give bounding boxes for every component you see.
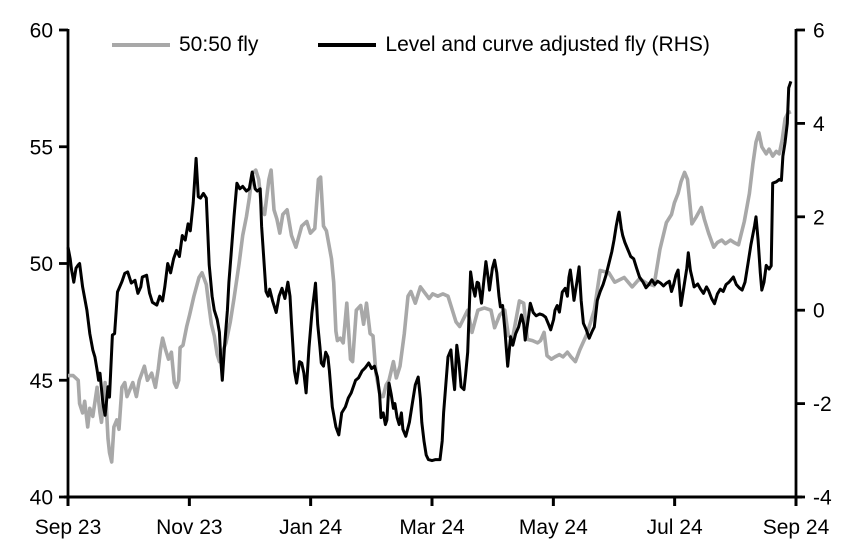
x-axis-tick-label: Jul 24 [647,516,703,539]
legend-item-adjusted-fly: Level and curve adjusted fly (RHS) [318,33,710,57]
axes [64,29,802,499]
x-axis-tick-label: Sep 24 [763,516,830,539]
axis-ticks [59,28,805,506]
x-axis-tick-label: Sep 23 [35,516,102,539]
right-axis-tick-label: 0 [813,300,825,323]
series-line-5050-fly [68,110,792,464]
series-lines [66,80,793,464]
right-axis-tick-label: -4 [813,487,832,510]
axis-tick-labels: 60 55 50 45 40 6 4 2 0 -2 -4 Sep 23 Nov 23 Jan 24 Mar … [30,20,832,540]
x-axis-tick-label: Nov 23 [156,516,223,539]
right-axis-tick-label: 6 [813,20,825,43]
x-axis-tick-label: Mar 24 [399,516,465,539]
legend-swatch-black-line [318,43,377,47]
legend-item-5050-fly: 50:50 fly [112,33,258,57]
right-axis-tick-label: 4 [813,113,825,136]
legend-label-5050-fly: 50:50 fly [179,33,259,56]
x-axis-tick-label: Jan 24 [279,516,342,539]
left-axis-tick-label: 55 [30,136,53,159]
left-axis-tick-label: 50 [30,253,53,276]
left-axis-tick-label: 45 [30,370,53,393]
legend-label-adjusted-fly: Level and curve adjusted fly (RHS) [385,33,710,56]
legend: 50:50 fly Level and curve adjusted fly (… [112,33,710,57]
series-line-adjusted-fly [66,80,793,463]
left-axis-tick-label: 40 [30,487,53,510]
left-axis-tick-label: 60 [30,20,53,43]
x-axis-tick-label: May 24 [519,516,588,539]
right-axis-tick-label: 2 [813,206,825,229]
legend-swatch-gray-line [112,43,170,47]
right-axis-tick-label: -2 [813,393,832,416]
